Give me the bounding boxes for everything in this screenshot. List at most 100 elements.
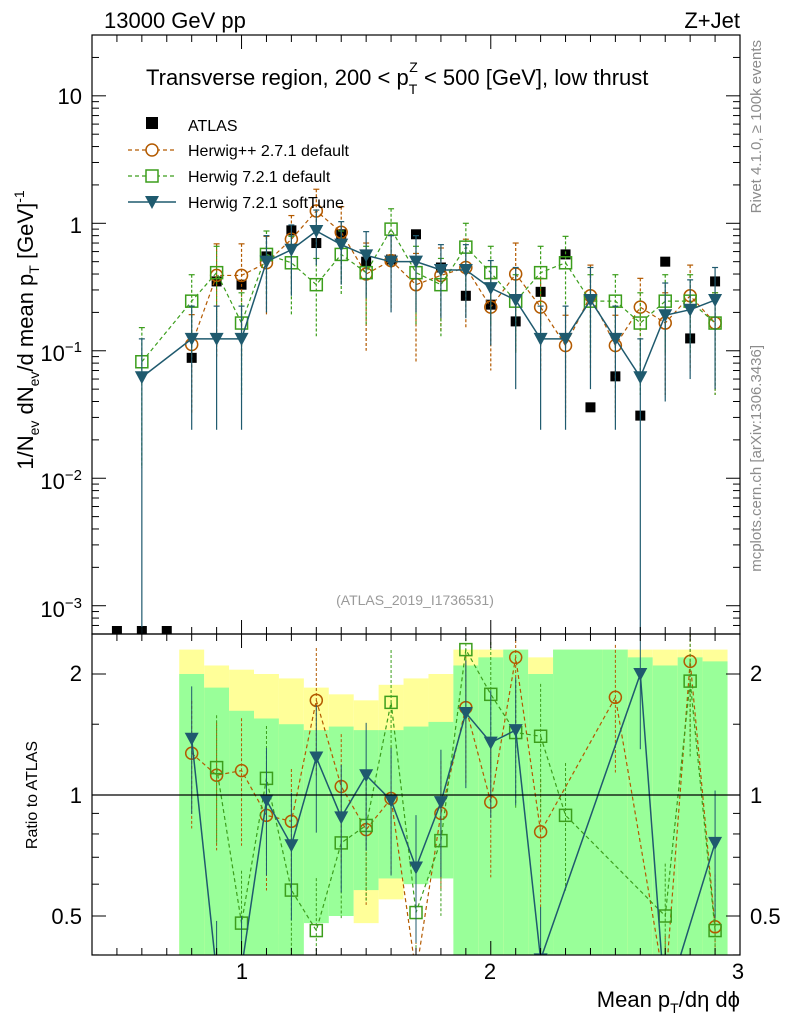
ratio-point-herwig-2-7-1-default — [234, 763, 249, 778]
ratio-point-herwig-2-7-1-default — [508, 650, 523, 665]
legend-label-softtune: Herwig 7.2.1 softTune — [188, 195, 344, 212]
y-tick-label-10: 10 — [58, 84, 82, 109]
data-point-herwig-7-2-1-default — [309, 277, 324, 292]
data-point-herwig-7-2-1-softtune — [284, 243, 299, 257]
main-y-tick-labels: 10 1 10−1 10−2 10−3 — [40, 84, 82, 622]
ratio-point-herwig-7-2-1-softtune — [708, 836, 723, 850]
ratio-band-green — [578, 649, 603, 955]
ratio-band-green — [652, 665, 678, 955]
data-point-herwig-7-2-1-softtune — [334, 238, 349, 252]
ratio-point-herwig-7-2-1-default — [708, 923, 722, 938]
ratio-point-herwig-7-2-1-softtune — [508, 724, 523, 738]
data-point-herwig-7-2-1-softtune — [259, 255, 274, 269]
legend-marker-atlas — [146, 117, 158, 129]
main-plot-area — [111, 188, 723, 634]
legend-marker-herwigpp — [145, 143, 159, 157]
plot-title: Transverse region, 200 < pTZ < 500 [GeV]… — [146, 59, 648, 97]
ratio-point-herwig-7-2-1-default — [558, 808, 573, 823]
x-tick-label-1: 1 — [236, 959, 248, 984]
legend-label-herwig7-default: Herwig 7.2.1 default — [188, 169, 331, 186]
data-point-herwig-7-2-1-softtune — [359, 249, 374, 263]
data-point-herwig-7-2-1-softtune — [134, 371, 149, 385]
ratio-point-herwig-7-2-1-softtune — [359, 769, 374, 783]
series-line-herwig-7-2-1-default — [141, 227, 716, 363]
x-tick-label-2: 2 — [484, 959, 496, 984]
y-axis-label: 1/Nev dNev/d mean pT [GeV]-1 — [11, 190, 42, 470]
ratio-point-herwig-7-2-1-softtune — [409, 861, 423, 875]
ratio-point-herwig-7-2-1-default — [683, 674, 697, 688]
legend-marker-herwig7-default — [145, 169, 159, 183]
ratio-point-herwig-7-2-1-default — [209, 760, 224, 775]
data-point-herwig-7-2-1-softtune — [583, 294, 598, 308]
data-point-herwig-7-2-1-softtune — [433, 264, 448, 278]
data-point-herwig-7-2-1-softtune — [508, 294, 523, 308]
data-point-herwig-7-2-1-softtune — [658, 309, 673, 323]
ratio-point-herwig-7-2-1-softtune — [483, 736, 498, 750]
data-point-herwig-7-2-1-softtune — [708, 294, 723, 308]
ratio-point-herwig-7-2-1-softtune — [309, 751, 324, 765]
ratio-y-axis-label: Ratio to ATLAS — [24, 741, 41, 849]
data-point-herwig-7-2-1-default — [209, 265, 224, 280]
series-line-herwig-2-7-1-default — [191, 210, 716, 347]
y-tick-label-1: 1 — [70, 213, 82, 238]
ratio-point-herwig-7-2-1-softtune — [633, 668, 648, 681]
legend: ATLAS Herwig++ 2.7.1 default Herwig 7.2.… — [128, 117, 350, 212]
ratio-point-herwig-2-7-1-default — [608, 690, 623, 705]
data-point-herwig-7-2-1-softtune — [483, 282, 498, 296]
x-tick-label-3: 3 — [732, 959, 744, 984]
data-point-herwig-7-2-1-default — [558, 256, 573, 270]
data-point-herwig-7-2-1-softtune — [633, 371, 648, 385]
ratio-band-green — [677, 657, 703, 955]
ratio-point-herwig-7-2-1-softtune — [259, 794, 274, 808]
mcplots-label: mcplots.cern.ch [arXiv:1306.3436] — [748, 345, 765, 572]
process-label: Z+Jet — [684, 8, 740, 33]
legend-label-atlas: ATLAS — [188, 118, 238, 135]
data-point-herwig-7-2-1-softtune — [458, 264, 473, 278]
ratio-point-herwig-2-7-1-default — [533, 825, 548, 839]
legend-marker-softtune — [145, 196, 159, 209]
ratio-tick-label-2-left: 2 — [70, 661, 82, 686]
ratio-point-herwig-7-2-1-softtune — [284, 839, 299, 853]
data-point-herwig-7-2-1-softtune — [683, 303, 698, 317]
data-point-herwig-7-2-1-default — [633, 316, 648, 330]
data-point-herwig-7-2-1-softtune — [234, 332, 249, 346]
ratio-point-herwig-7-2-1-softtune — [334, 811, 349, 825]
data-point-herwig-7-2-1-softtune — [409, 255, 423, 269]
ratio-tick-label-0.5-right: 0.5 — [750, 904, 781, 929]
data-point-atlas — [660, 256, 671, 267]
data-point-atlas — [411, 229, 421, 240]
ratio-line-herwig-7-2-1-softtune — [190, 673, 716, 955]
data-point-herwig-7-2-1-softtune — [608, 332, 623, 346]
ratio-point-herwig-2-7-1-default — [410, 967, 422, 979]
ratio-point-herwig-7-2-1-softtune — [384, 794, 399, 808]
ratio-point-herwig-7-2-1-default — [309, 923, 324, 938]
ratio-y-tick-labels: 2 1 0.5 2 1 0.5 — [51, 661, 780, 929]
ratio-point-herwig-7-2-1-softtune — [184, 732, 199, 746]
data-point-herwig-7-2-1-default — [533, 265, 548, 280]
ratio-tick-label-1-left: 1 — [70, 783, 82, 808]
ratio-tick-label-1-right: 1 — [750, 783, 762, 808]
analysis-watermark: (ATLAS_2019_I1736531) — [336, 592, 494, 608]
series-line-herwig-7-2-1-softtune — [141, 230, 716, 379]
rivet-version-label: Rivet 4.1.0, ≥ 100k events — [748, 40, 765, 213]
ratio-tick-label-0.5-left: 0.5 — [51, 904, 82, 929]
ratio-tick-label-2-right: 2 — [750, 661, 762, 686]
data-point-herwig-7-2-1-softtune — [309, 225, 324, 239]
data-point-herwig-7-2-1-softtune — [558, 332, 573, 346]
ratio-point-herwig-7-2-1-softtune — [433, 796, 448, 810]
y-tick-label-0.001: 10−3 — [40, 595, 82, 622]
data-point-herwig-7-2-1-softtune — [209, 332, 224, 346]
ratio-line-herwig-7-2-1-default — [216, 647, 716, 933]
ratio-point-herwig-7-2-1-softtune — [458, 706, 473, 720]
x-tick-labels: 1 2 3 — [236, 959, 744, 984]
legend-label-herwigpp: Herwig++ 2.7.1 default — [188, 143, 350, 160]
data-point-herwig-7-2-1-softtune — [384, 255, 399, 269]
data-point-herwig-7-2-1-softtune — [533, 332, 548, 346]
data-point-atlas — [560, 249, 571, 260]
y-tick-label-0.1: 10−1 — [40, 339, 82, 366]
ratio-plot-area — [184, 634, 723, 979]
axis-ticks — [92, 34, 741, 956]
energy-label: 13000 GeV pp — [104, 8, 246, 33]
data-point-atlas — [585, 402, 596, 413]
